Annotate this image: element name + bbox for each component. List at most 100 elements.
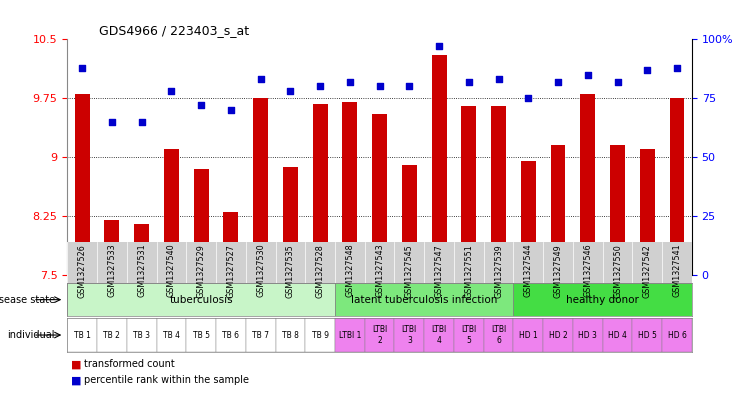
- Text: TB 1: TB 1: [74, 331, 91, 340]
- Bar: [67, 283, 335, 316]
- Point: [135, 119, 147, 125]
- Point: [195, 102, 207, 108]
- Bar: [669, 98, 684, 275]
- Text: LTBI
4: LTBI 4: [432, 325, 447, 345]
- Bar: [543, 318, 573, 352]
- Text: TB 6: TB 6: [222, 331, 239, 340]
- Point: [314, 83, 326, 90]
- Bar: [194, 169, 209, 275]
- Point: [76, 64, 88, 71]
- Bar: [632, 318, 662, 352]
- Bar: [105, 220, 120, 275]
- Text: TB 9: TB 9: [312, 331, 328, 340]
- Bar: [305, 318, 335, 352]
- Bar: [164, 149, 179, 275]
- Text: HD 1: HD 1: [519, 331, 538, 340]
- Text: HD 3: HD 3: [578, 331, 597, 340]
- Text: GSM1327548: GSM1327548: [346, 244, 355, 298]
- Text: GSM1327535: GSM1327535: [286, 244, 295, 298]
- Bar: [603, 318, 632, 352]
- Point: [493, 76, 505, 83]
- Bar: [224, 212, 239, 275]
- Bar: [580, 94, 595, 275]
- Point: [344, 79, 356, 85]
- Point: [671, 64, 683, 71]
- Bar: [343, 102, 358, 275]
- Text: GSM1327542: GSM1327542: [643, 244, 652, 298]
- Bar: [513, 318, 543, 352]
- Text: LTBI
2: LTBI 2: [372, 325, 387, 345]
- Text: GSM1327528: GSM1327528: [316, 244, 325, 298]
- Text: GSM1327549: GSM1327549: [554, 244, 562, 298]
- Text: GSM1327543: GSM1327543: [375, 244, 384, 298]
- Point: [433, 43, 445, 50]
- Text: GSM1327527: GSM1327527: [227, 244, 236, 298]
- Bar: [275, 318, 305, 352]
- Bar: [610, 145, 625, 275]
- Point: [522, 95, 534, 101]
- Text: TB 2: TB 2: [103, 331, 120, 340]
- Bar: [402, 165, 417, 275]
- Point: [641, 67, 653, 73]
- Text: disease state: disease state: [0, 295, 55, 305]
- Bar: [491, 106, 506, 275]
- Text: LTBI
6: LTBI 6: [491, 325, 506, 345]
- Text: latent tuberculosis infection: latent tuberculosis infection: [351, 295, 497, 305]
- Bar: [662, 318, 692, 352]
- Bar: [462, 106, 476, 275]
- Text: healthy donor: healthy donor: [566, 295, 639, 305]
- Text: GSM1327541: GSM1327541: [672, 244, 681, 298]
- Text: GSM1327544: GSM1327544: [524, 244, 533, 298]
- Point: [463, 79, 475, 85]
- Text: GSM1327547: GSM1327547: [435, 244, 444, 298]
- Bar: [254, 98, 268, 275]
- Text: HD 5: HD 5: [638, 331, 657, 340]
- Bar: [127, 318, 156, 352]
- Text: GSM1327550: GSM1327550: [613, 244, 622, 298]
- Bar: [513, 283, 692, 316]
- Text: GSM1327540: GSM1327540: [167, 244, 176, 298]
- Text: GSM1327539: GSM1327539: [494, 244, 503, 298]
- Bar: [75, 94, 90, 275]
- Text: GSM1327545: GSM1327545: [405, 244, 414, 298]
- Text: TB 3: TB 3: [133, 331, 150, 340]
- Text: GDS4966 / 223403_s_at: GDS4966 / 223403_s_at: [99, 24, 248, 37]
- Text: HD 2: HD 2: [549, 331, 568, 340]
- Bar: [335, 283, 513, 316]
- Text: TB 4: TB 4: [163, 331, 180, 340]
- Text: TB 7: TB 7: [252, 331, 269, 340]
- Point: [373, 83, 385, 90]
- Text: GSM1327533: GSM1327533: [108, 244, 117, 298]
- Bar: [313, 104, 328, 275]
- Text: TB 8: TB 8: [282, 331, 298, 340]
- Point: [106, 119, 118, 125]
- Text: transformed count: transformed count: [84, 360, 174, 369]
- Point: [582, 72, 594, 78]
- Text: GSM1327546: GSM1327546: [583, 244, 592, 298]
- Text: percentile rank within the sample: percentile rank within the sample: [84, 375, 249, 385]
- Point: [254, 76, 266, 83]
- Text: LTBI
3: LTBI 3: [402, 325, 417, 345]
- Text: ■: ■: [71, 360, 82, 369]
- Text: HD 6: HD 6: [668, 331, 687, 340]
- Bar: [97, 318, 127, 352]
- Bar: [424, 318, 454, 352]
- Point: [403, 83, 415, 90]
- Text: tuberculosis: tuberculosis: [169, 295, 233, 305]
- Text: HD 4: HD 4: [608, 331, 627, 340]
- Bar: [216, 318, 246, 352]
- Bar: [283, 167, 298, 275]
- Bar: [551, 145, 565, 275]
- Bar: [640, 149, 654, 275]
- Text: LTBI
5: LTBI 5: [462, 325, 476, 345]
- Bar: [365, 318, 394, 352]
- Bar: [521, 161, 536, 275]
- Bar: [454, 318, 484, 352]
- Bar: [394, 318, 424, 352]
- Bar: [156, 318, 186, 352]
- Point: [284, 88, 296, 94]
- Text: GSM1327530: GSM1327530: [256, 244, 265, 298]
- Bar: [335, 318, 365, 352]
- Bar: [432, 55, 447, 275]
- Text: GSM1327531: GSM1327531: [137, 244, 146, 298]
